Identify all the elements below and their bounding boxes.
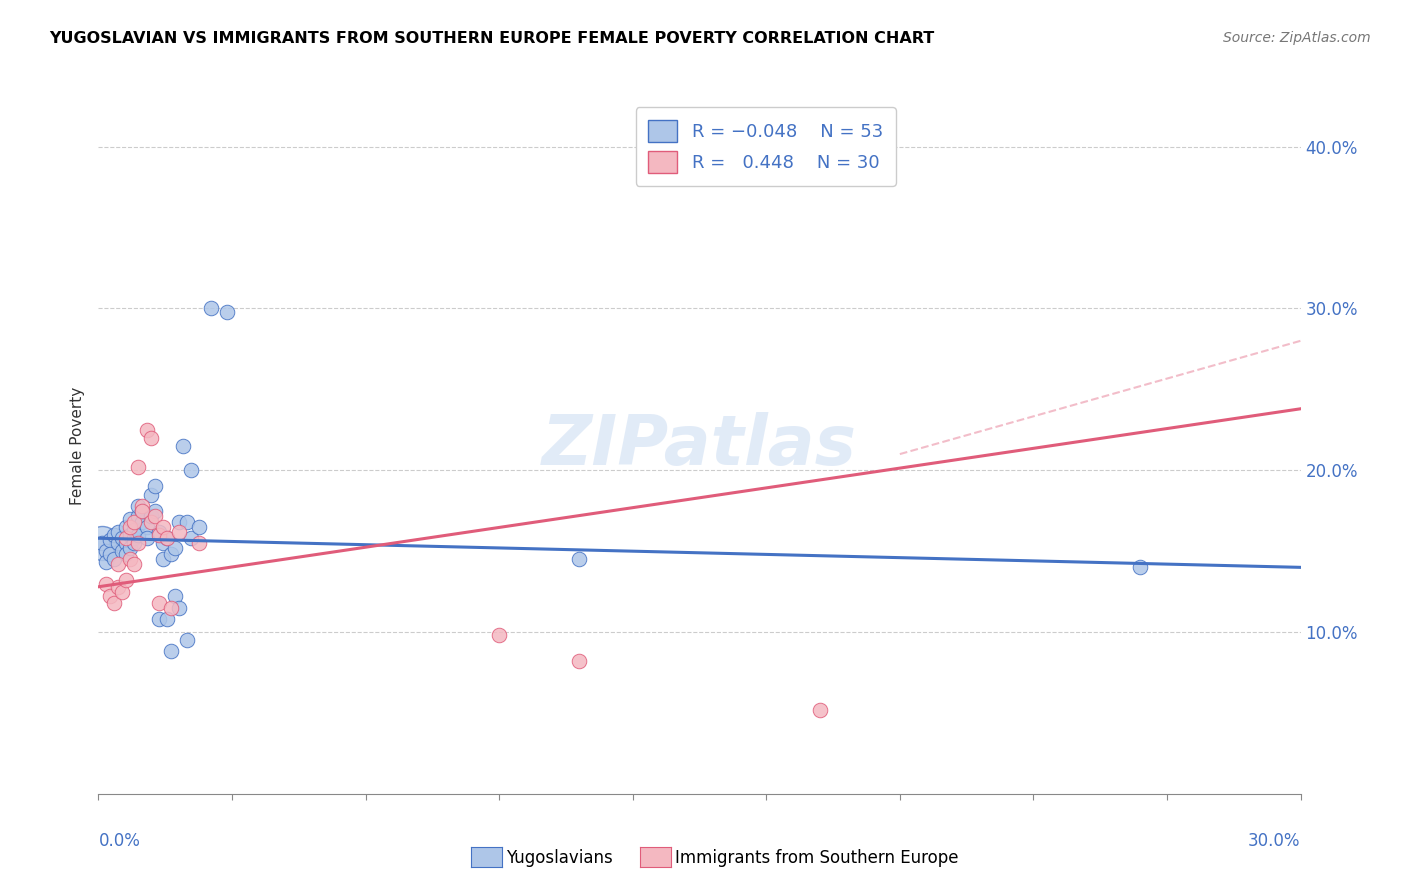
- Point: [115, 574, 138, 588]
- Point: [91, 536, 114, 550]
- Point: [128, 460, 150, 475]
- Point: [139, 487, 162, 501]
- Point: [107, 536, 129, 550]
- Point: [143, 508, 166, 523]
- Point: [120, 512, 142, 526]
- Point: [96, 576, 118, 591]
- Point: [155, 612, 177, 626]
- Point: [120, 552, 142, 566]
- Point: [115, 520, 138, 534]
- Point: [115, 531, 138, 545]
- Point: [124, 523, 146, 537]
- Point: [167, 515, 190, 529]
- Point: [128, 528, 150, 542]
- Point: [131, 504, 153, 518]
- Point: [131, 515, 153, 529]
- Point: [155, 531, 177, 545]
- Point: [120, 520, 142, 534]
- Point: [568, 552, 591, 566]
- Point: [488, 628, 510, 642]
- Point: [152, 536, 174, 550]
- Point: [148, 596, 170, 610]
- Point: [100, 590, 122, 604]
- Point: [215, 304, 238, 318]
- Point: [139, 515, 162, 529]
- Point: [115, 548, 138, 562]
- Point: [124, 536, 146, 550]
- Point: [96, 556, 118, 570]
- Text: Yugoslavians: Yugoslavians: [506, 849, 613, 867]
- Text: YUGOSLAVIAN VS IMMIGRANTS FROM SOUTHERN EUROPE FEMALE POVERTY CORRELATION CHART: YUGOSLAVIAN VS IMMIGRANTS FROM SOUTHERN …: [49, 31, 935, 46]
- Text: 30.0%: 30.0%: [1249, 832, 1301, 850]
- Point: [148, 528, 170, 542]
- Point: [111, 544, 134, 558]
- Text: Immigrants from Southern Europe: Immigrants from Southern Europe: [675, 849, 959, 867]
- Point: [155, 531, 177, 545]
- Point: [159, 548, 181, 562]
- Point: [143, 479, 166, 493]
- Point: [200, 301, 222, 316]
- Point: [163, 590, 186, 604]
- Point: [152, 552, 174, 566]
- Point: [107, 557, 129, 571]
- Text: ZIPatlas: ZIPatlas: [541, 412, 858, 480]
- Point: [148, 524, 170, 539]
- Point: [128, 508, 150, 523]
- Text: 0.0%: 0.0%: [98, 832, 141, 850]
- Point: [167, 524, 190, 539]
- Point: [135, 531, 157, 545]
- Point: [139, 508, 162, 523]
- Point: [111, 531, 134, 545]
- Point: [100, 548, 122, 562]
- Point: [143, 504, 166, 518]
- Point: [135, 520, 157, 534]
- Point: [568, 654, 591, 668]
- Point: [103, 528, 125, 542]
- Point: [176, 515, 198, 529]
- Point: [131, 504, 153, 518]
- Point: [124, 531, 146, 545]
- Point: [176, 633, 198, 648]
- Point: [135, 423, 157, 437]
- Legend: R = −0.048    N = 53, R =   0.448    N = 30: R = −0.048 N = 53, R = 0.448 N = 30: [636, 107, 896, 186]
- Point: [148, 612, 170, 626]
- Point: [115, 536, 138, 550]
- Point: [120, 528, 142, 542]
- Point: [120, 541, 142, 555]
- Point: [124, 515, 146, 529]
- Point: [167, 600, 190, 615]
- Point: [172, 439, 194, 453]
- Point: [1129, 560, 1152, 574]
- Point: [111, 584, 134, 599]
- Point: [187, 520, 209, 534]
- Point: [139, 431, 162, 445]
- Point: [96, 544, 118, 558]
- Text: Source: ZipAtlas.com: Source: ZipAtlas.com: [1223, 31, 1371, 45]
- Point: [159, 600, 181, 615]
- Point: [103, 596, 125, 610]
- Point: [180, 463, 202, 477]
- Point: [163, 541, 186, 555]
- Point: [152, 520, 174, 534]
- Point: [128, 536, 150, 550]
- Point: [187, 536, 209, 550]
- Y-axis label: Female Poverty: Female Poverty: [70, 387, 86, 505]
- Point: [103, 552, 125, 566]
- Point: [100, 533, 122, 547]
- Point: [107, 580, 129, 594]
- Point: [107, 524, 129, 539]
- Point: [808, 703, 831, 717]
- Point: [180, 531, 202, 545]
- Point: [91, 536, 114, 550]
- Point: [131, 499, 153, 513]
- Point: [124, 557, 146, 571]
- Point: [128, 499, 150, 513]
- Point: [159, 644, 181, 658]
